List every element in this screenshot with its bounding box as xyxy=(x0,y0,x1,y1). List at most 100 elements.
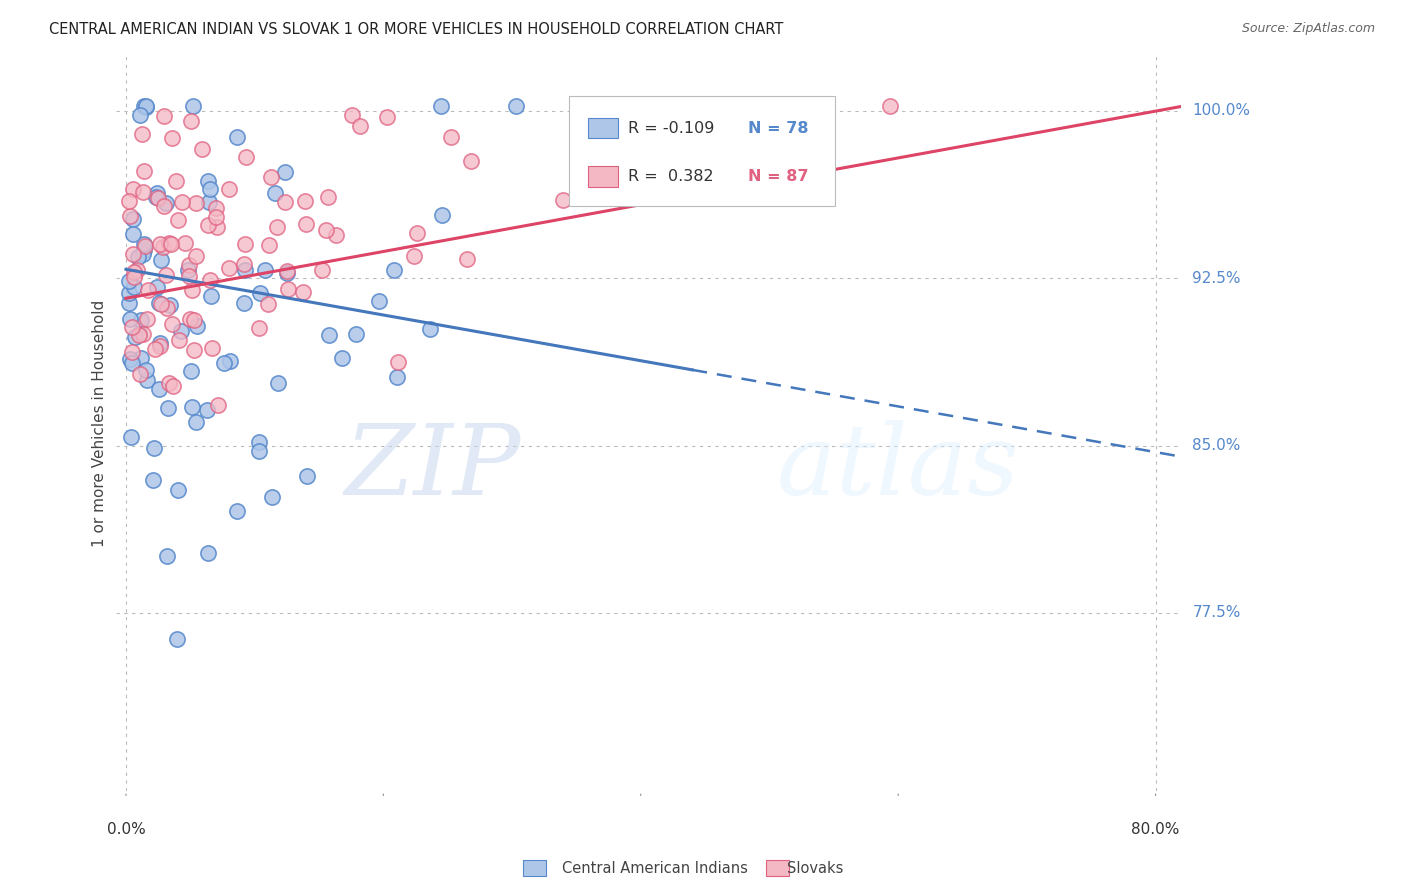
Point xyxy=(152,240,174,254)
Point xyxy=(294,194,316,208)
Point xyxy=(553,193,575,207)
Point xyxy=(191,142,214,156)
Point xyxy=(149,335,172,350)
Point xyxy=(276,264,298,278)
Point xyxy=(157,376,180,390)
Point xyxy=(430,208,453,222)
Point xyxy=(385,369,408,384)
Point xyxy=(135,99,157,113)
Point xyxy=(143,442,166,456)
Point xyxy=(180,114,202,128)
Point xyxy=(128,327,150,342)
Text: 100.0%: 100.0% xyxy=(1192,103,1250,119)
Point xyxy=(150,297,173,311)
Point xyxy=(162,379,184,393)
Point xyxy=(160,317,183,331)
Point xyxy=(136,312,159,326)
Point xyxy=(181,401,204,415)
Text: 92.5%: 92.5% xyxy=(1192,270,1241,285)
Point xyxy=(197,219,219,233)
Y-axis label: 1 or more Vehicles in Household: 1 or more Vehicles in Household xyxy=(93,300,107,547)
Point xyxy=(344,326,367,341)
Point xyxy=(132,163,155,178)
Point xyxy=(120,351,142,366)
Point xyxy=(135,100,157,114)
Point xyxy=(121,182,143,196)
Point xyxy=(456,252,478,267)
Text: R = -0.109: R = -0.109 xyxy=(628,120,714,136)
Point xyxy=(124,280,146,294)
Point xyxy=(159,298,181,312)
Point xyxy=(225,503,247,517)
Point xyxy=(183,343,205,357)
Point xyxy=(122,265,145,279)
Point xyxy=(122,269,145,284)
FancyBboxPatch shape xyxy=(588,166,617,187)
Point xyxy=(124,330,146,344)
FancyBboxPatch shape xyxy=(588,118,617,138)
Point xyxy=(253,262,276,277)
Point xyxy=(142,473,165,487)
Point xyxy=(156,301,179,315)
Point xyxy=(429,99,451,113)
Point xyxy=(121,356,143,370)
Point xyxy=(150,253,173,268)
Point xyxy=(156,549,179,563)
Point xyxy=(128,108,150,122)
Point xyxy=(160,130,183,145)
Point xyxy=(172,194,194,209)
Point xyxy=(146,191,169,205)
Point xyxy=(233,263,256,277)
Point xyxy=(184,196,207,211)
Point xyxy=(367,293,389,308)
Point xyxy=(387,354,409,368)
Point xyxy=(128,328,150,343)
Point xyxy=(277,282,299,296)
Point xyxy=(146,279,169,293)
Point xyxy=(218,181,240,195)
Point xyxy=(315,223,337,237)
Point xyxy=(128,367,150,381)
Point xyxy=(184,249,207,263)
Point xyxy=(263,186,285,200)
Point xyxy=(201,341,224,355)
Point xyxy=(165,174,187,188)
Point xyxy=(207,399,229,413)
Point xyxy=(159,236,181,251)
Point xyxy=(318,328,340,343)
Point xyxy=(879,99,901,113)
Point xyxy=(167,212,190,227)
Point xyxy=(233,237,256,252)
Text: 80.0%: 80.0% xyxy=(1132,822,1180,837)
Point xyxy=(155,196,177,211)
Point xyxy=(232,296,254,310)
Point xyxy=(155,268,177,282)
Point xyxy=(311,263,333,277)
Point xyxy=(181,283,204,297)
Point xyxy=(176,262,198,277)
Point xyxy=(149,236,172,251)
Point xyxy=(197,174,219,188)
Point xyxy=(145,189,167,203)
Point xyxy=(375,110,398,124)
Point xyxy=(148,382,170,396)
Point xyxy=(406,226,429,240)
Point xyxy=(166,632,188,646)
Point xyxy=(225,129,247,144)
Point xyxy=(148,296,170,310)
Point xyxy=(167,483,190,497)
Point xyxy=(134,237,156,252)
Text: ZIP: ZIP xyxy=(344,420,520,515)
Point xyxy=(125,263,148,277)
Point xyxy=(212,356,235,370)
Point xyxy=(129,313,152,327)
Point xyxy=(117,274,139,288)
Point xyxy=(120,312,142,326)
Point xyxy=(153,199,176,213)
Point xyxy=(197,546,219,560)
Point xyxy=(118,286,141,301)
Point xyxy=(120,210,142,224)
Point xyxy=(207,220,229,235)
Point xyxy=(146,186,169,200)
Point xyxy=(235,150,257,164)
